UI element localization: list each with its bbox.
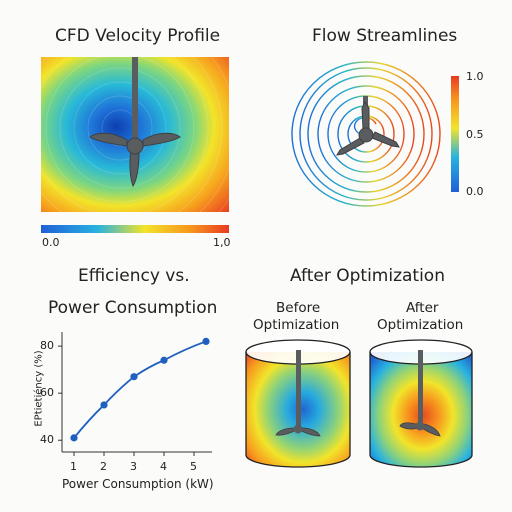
stream-colorbar-tick-3: 0.0 xyxy=(466,185,484,198)
after-label-line2: Optimization xyxy=(377,317,464,333)
efficiency-title-line2: Power Consumption xyxy=(48,298,218,318)
cfd-velocity-field xyxy=(0,0,251,259)
before-label-line2: Optimization xyxy=(253,317,340,333)
cfd-colorbar-min: 0.0 xyxy=(42,236,60,249)
x-tick-label: 2 xyxy=(100,460,107,473)
efficiency-data-point xyxy=(70,434,78,442)
efficiency-chart-marks xyxy=(58,337,210,456)
efficiency-data-point xyxy=(160,356,168,364)
efficiency-series-line xyxy=(73,340,207,439)
efficiency-data-point xyxy=(130,373,138,381)
cfd-title: CFD Velocity Profile xyxy=(55,26,221,46)
stream-colorbar-tick-1: 1.0 xyxy=(466,70,484,83)
efficiency-data-point xyxy=(100,401,108,409)
y-tick-label: 80 xyxy=(40,339,54,353)
stream-colorbar-tick-2: 0.5 xyxy=(466,128,484,141)
streamlines-colorbar xyxy=(451,76,459,192)
before-label-line1: Before xyxy=(276,300,321,316)
streamlines-title: Flow Streamlines xyxy=(312,26,458,46)
cfd-colorbar xyxy=(41,225,229,233)
after-label-line1: After xyxy=(406,300,439,316)
y-tick-label: 40 xyxy=(40,433,54,447)
efficiency-title-line1: Efficiency vs. xyxy=(78,266,190,286)
optimization-title: After Optimization xyxy=(290,266,445,286)
x-tick-label: 4 xyxy=(160,460,167,473)
streamlines-spiral xyxy=(291,61,441,207)
x-tick-label: 3 xyxy=(130,460,137,473)
chart-xlabel: Power Consumption (kW) xyxy=(62,477,214,491)
x-tick-label: 5 xyxy=(190,460,197,473)
cfd-impeller-icon xyxy=(89,57,181,188)
x-tick-label: 1 xyxy=(70,460,77,473)
tank-before-impeller-icon xyxy=(275,350,321,437)
y-tick-label: 60 xyxy=(40,386,54,400)
cfd-colorbar-max: 1,0 xyxy=(213,236,231,249)
streamlines-impeller-icon xyxy=(336,96,400,156)
efficiency-data-point xyxy=(202,337,210,346)
tank-after-impeller-icon xyxy=(399,350,441,437)
efficiency-chart-axes xyxy=(61,332,212,453)
